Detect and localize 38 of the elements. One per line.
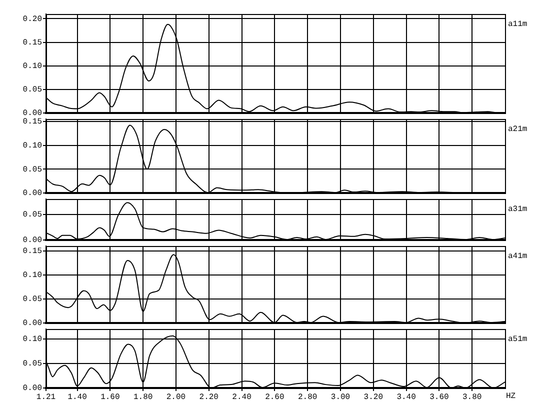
x-axis-title: HZ [506,392,516,402]
x-tick-label: 3.40 [396,392,416,402]
text: a21m [508,125,528,134]
y-tick-label: 0.20 [22,14,42,24]
text: a31m [508,205,528,214]
y-tick-label: 0.05 [22,360,42,369]
x-tick-label: 1.40 [68,392,88,402]
text: a51m [508,335,528,344]
y-tick-label: 0.10 [22,141,42,150]
x-tick-label: 3.80 [462,392,482,402]
x-tick-label: 3.60 [430,392,449,402]
y-tick-label: 0.00 [22,319,42,328]
x-tick-label: 1.21 [36,392,56,402]
x-tick-label: 2.40 [232,392,252,402]
y-tick-label: 0.00 [22,109,42,118]
text: a11m [508,20,528,30]
y-tick-label: 0.05 [22,165,42,174]
y-tick-label: 0.05 [22,295,42,304]
x-tick-label: 2.80 [298,392,318,402]
y-tick-label: 0.05 [22,210,42,220]
y-tick-label: 0.05 [22,86,42,95]
y-tick-label: 0.15 [22,38,42,48]
y-tick-label: 0.10 [22,334,42,344]
x-tick-label: 2.60 [265,392,284,402]
y-tick-label: 0.10 [22,271,42,280]
text: a41m [508,252,528,262]
x-tick-label: 1.80 [133,392,153,402]
y-tick-label: 0.15 [22,246,42,256]
x-tick-label: 1.60 [100,392,120,402]
y-tick-label: 0.00 [22,384,42,394]
y-tick-label: 0.15 [22,118,42,127]
y-tick-label: 0.00 [22,236,42,246]
x-tick-label: 2.20 [199,392,219,402]
y-tick-label: 0.00 [22,189,42,198]
x-tick-label: 3.00 [330,392,350,402]
x-tick-label: 2.00 [166,392,186,402]
y-tick-label: 0.10 [22,62,42,71]
x-tick-label: 3.20 [364,392,384,402]
